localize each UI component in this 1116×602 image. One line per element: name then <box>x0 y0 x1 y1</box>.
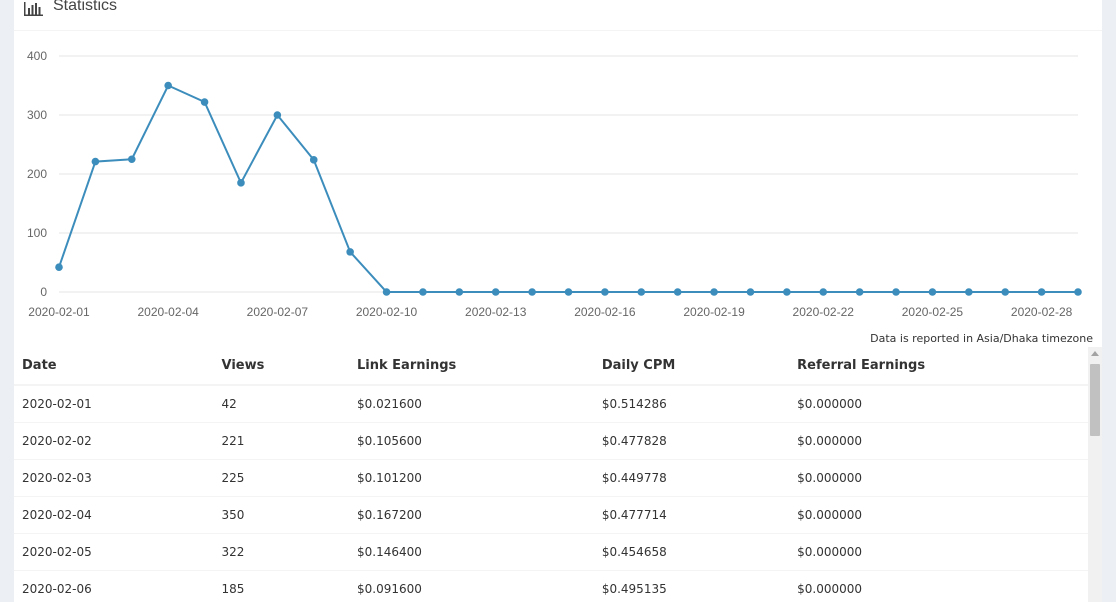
y-tick-label: 0 <box>40 285 47 299</box>
cell-views: 42 <box>213 384 350 423</box>
data-point <box>127 155 136 164</box>
cell-daily-cpm: $0.495135 <box>593 570 790 602</box>
cell-referral-earnings: $0.000000 <box>789 570 1088 602</box>
column-header-views: Views <box>213 347 350 386</box>
data-point <box>309 156 318 164</box>
y-tick-label: 200 <box>27 167 47 181</box>
scroll-thumb[interactable] <box>1090 364 1100 436</box>
data-point <box>273 111 282 119</box>
cell-daily-cpm: $0.449778 <box>593 459 790 497</box>
cell-link-earnings: $0.167200 <box>349 496 594 534</box>
table-row: 2020-02-05 322 $0.146400 $0.454658 $0.000000 <box>14 533 1088 571</box>
x-tick-label: 2020-02-25 <box>902 305 964 319</box>
cell-views: 225 <box>213 459 350 497</box>
table-row: 2020-02-03 225 $0.101200 $0.449778 $0.000000 <box>14 459 1088 497</box>
stats-table: Date Views Link Earnings Daily CPM Referral … <box>14 347 1088 602</box>
data-point <box>965 288 973 296</box>
series-line <box>58 84 1078 293</box>
cell-daily-cpm: $0.477714 <box>593 496 790 534</box>
data-point <box>237 179 245 187</box>
cell-referral-earnings: $0.000000 <box>789 459 1088 497</box>
data-point <box>382 288 391 296</box>
cell-referral-earnings: $0.000000 <box>789 422 1088 460</box>
stats-table-container[interactable]: Date Views Link Earnings Daily CPM Referral … <box>14 347 1088 602</box>
scroll-up-arrow-icon[interactable] <box>1091 351 1099 356</box>
data-point <box>200 98 209 106</box>
cell-referral-earnings: $0.000000 <box>789 496 1088 534</box>
data-point <box>1001 288 1010 296</box>
data-point <box>564 288 573 296</box>
y-tick-label: 400 <box>27 49 47 63</box>
x-tick-label: 2020-02-22 <box>793 305 855 319</box>
data-point <box>346 248 354 256</box>
data-point <box>491 288 500 296</box>
x-tick-label: 2020-02-10 <box>356 305 418 319</box>
data-point <box>673 288 682 296</box>
cell-referral-earnings: $0.000000 <box>789 384 1088 423</box>
data-point <box>528 288 536 296</box>
cell-date: 2020-02-05 <box>14 533 214 571</box>
x-tick-label: 2020-02-01 <box>28 305 90 319</box>
data-point <box>855 288 864 296</box>
y-tick-label: 100 <box>27 226 47 240</box>
cell-views: 221 <box>213 422 350 460</box>
data-point <box>91 157 100 166</box>
bar-chart-icon <box>24 2 43 16</box>
column-header-date: Date <box>14 347 214 386</box>
timezone-note: Data is reported in Asia/Dhaka timezone <box>870 332 1093 345</box>
table-scrollbar[interactable] <box>1088 347 1102 602</box>
table-row: 2020-02-01 42 $0.021600 $0.514286 $0.000000 <box>14 384 1088 423</box>
cell-link-earnings: $0.021600 <box>349 384 594 423</box>
cell-link-earnings: $0.101200 <box>349 459 594 497</box>
cell-views: 322 <box>213 533 350 571</box>
data-point <box>746 288 755 296</box>
table-row: 2020-02-02 221 $0.105600 $0.477828 $0.000000 <box>14 422 1088 460</box>
statistics-panel: Statistics 0 100 200 300 400 2020-02-01 2020-0… <box>14 0 1102 602</box>
cell-date: 2020-02-02 <box>14 422 214 460</box>
data-point <box>164 81 172 90</box>
cell-referral-earnings: $0.000000 <box>789 533 1088 571</box>
x-tick-label: 2020-02-19 <box>683 305 745 319</box>
data-point <box>928 288 937 296</box>
x-tick-label: 2020-02-28 <box>1011 305 1073 319</box>
data-point <box>455 288 464 296</box>
table-header-row: Date Views Link Earnings Daily CPM Referral … <box>14 347 1088 386</box>
cell-views: 350 <box>213 496 350 534</box>
data-point <box>601 288 609 296</box>
cell-link-earnings: $0.105600 <box>349 422 594 460</box>
data-point <box>55 263 63 272</box>
column-header-daily-cpm: Daily CPM <box>593 347 790 386</box>
data-point <box>419 288 427 296</box>
cell-date: 2020-02-03 <box>14 459 214 497</box>
data-point <box>819 288 828 296</box>
data-point <box>1074 288 1082 296</box>
data-point <box>892 288 900 296</box>
cell-daily-cpm: $0.454658 <box>593 533 790 571</box>
panel-header: Statistics <box>14 0 1102 31</box>
table-row: 2020-02-04 350 $0.167200 $0.477714 $0.000000 <box>14 496 1088 534</box>
x-tick-label: 2020-02-04 <box>137 305 199 319</box>
cell-views: 185 <box>213 570 350 602</box>
data-point <box>710 288 718 296</box>
column-header-link-earnings: Link Earnings <box>349 347 594 386</box>
column-header-referral-earnings: Referral Earnings <box>789 347 1088 386</box>
panel-title: Statistics <box>53 0 118 14</box>
cell-date: 2020-02-04 <box>14 496 214 534</box>
x-tick-label: 2020-02-07 <box>247 305 309 319</box>
cell-link-earnings: $0.146400 <box>349 533 594 571</box>
data-point <box>1037 288 1046 296</box>
cell-link-earnings: $0.091600 <box>349 570 594 602</box>
cell-date: 2020-02-06 <box>14 570 214 602</box>
data-point <box>637 288 646 296</box>
x-tick-label: 2020-02-16 <box>574 305 636 319</box>
cell-daily-cpm: $0.477828 <box>593 422 790 460</box>
x-tick-label: 2020-02-13 <box>465 305 527 319</box>
table-row: 2020-02-06 185 $0.091600 $0.495135 $0.000000 <box>14 570 1088 602</box>
cell-daily-cpm: $0.514286 <box>593 384 790 423</box>
cell-date: 2020-02-01 <box>14 384 214 423</box>
data-point <box>783 288 791 296</box>
y-tick-label: 300 <box>27 108 47 122</box>
views-line-chart: 0 100 200 300 400 2020-02-01 2020-02-04 2020-02… <box>27 49 1082 319</box>
